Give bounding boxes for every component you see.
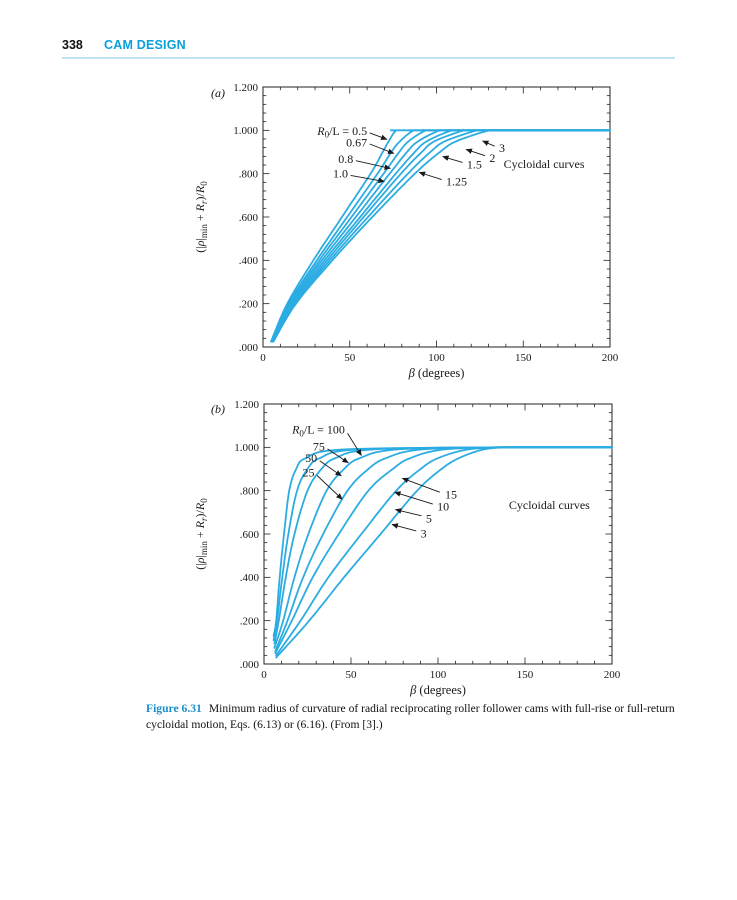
cycloidal-curves-note: Cycloidal curves [509,498,590,512]
annotation-arrow [394,508,422,517]
curve-label: 3 [421,527,427,541]
y-tick-label: .600 [240,529,260,541]
annotation-arrow [316,475,343,500]
annotation-arrow [319,460,342,477]
curve-label: 2 [489,151,495,165]
x-tick-label: 0 [261,669,267,681]
annotation-arrow [465,148,486,157]
y-tick-label: .800 [239,168,259,180]
y-tick-label: .200 [240,615,260,627]
curves [272,446,613,659]
annotations: R0/L = 0.50.67 0.81.0 32 1.51.25 [316,124,505,189]
curve-label: 75 [313,439,325,453]
curve-label: 3 [499,141,505,155]
curve-label: R0/L = 100 [291,423,345,439]
panel-label: (b) [211,402,225,416]
y-tick-label: .000 [240,659,260,671]
y-axis-title: (|ρ|min + Rr)/R0 [193,498,209,570]
curve-label: 1.25 [446,175,467,189]
x-tick-label: 150 [517,669,534,681]
curve-R0L-15 [274,446,613,652]
x-tick-label: 150 [515,352,532,364]
curve-label: 0.8 [338,152,353,166]
y-tick-label: 1.200 [234,399,259,411]
x-tick-label: 200 [604,669,621,681]
curve-R0L-1.25 [271,129,611,343]
curve-R0L-2 [272,129,611,343]
chapter-title: CAM DESIGN [104,38,186,52]
panel-label: (a) [211,86,225,100]
header-rule [62,57,675,59]
curves [270,129,611,343]
annotation-arrow [347,433,362,456]
annotation-arrow [401,477,440,493]
y-tick-label: .600 [239,212,259,224]
curve-label: 0.67 [346,135,367,149]
curve-label: 5 [426,511,432,525]
figure-caption-text: Minimum radius of curvature of radial re… [146,702,675,731]
y-tick-label: 1.000 [233,125,258,137]
curve-R0L-75 [272,446,613,642]
y-tick-label: .000 [239,342,259,354]
x-axis-title: β (degrees) [409,683,466,697]
x-tick-label: 200 [602,352,619,364]
x-axis-title: β (degrees) [408,366,465,380]
curve-R0L-100 [272,446,613,637]
chart-a-svg: 0 50 100 150 200 1.200 1.000 .800 .600 .400 .200 .0… [193,82,619,380]
y-tick-label: 1.000 [234,442,259,454]
curve-R0L-0.5 [270,129,611,343]
figure-caption: Figure 6.31 Minimum radius of curvature o… [146,701,686,732]
curve-R0L-1.5 [271,129,611,343]
chart-b-svg: 0 50 100 150 200 1.200 1.000 .800 .600 .400 .200 .0… [193,399,621,697]
annotation-arrow [418,171,442,180]
x-tick-label: 100 [428,352,445,364]
curve-R0L-50 [273,446,613,645]
curve-label: R0/L = 0.5 [316,124,367,140]
annotation-arrow [369,143,395,154]
chart-b-minimum-radius-full-rise: 0 50 100 150 200 1.200 1.000 .800 .600 .400 .200 .0… [180,395,650,705]
curve-R0L-1.0 [271,129,611,343]
curve-R0L-0.67 [270,129,611,343]
plot-box [262,86,611,348]
annotation-arrow [350,174,385,184]
axis-ticks [263,403,613,665]
x-tick-label: 50 [344,352,356,364]
y-tick-label: .400 [239,255,259,267]
curve-label: 1.5 [467,158,482,172]
annotation-arrow [369,132,388,140]
y-tick-label: .400 [240,572,260,584]
y-tick-label: .200 [239,298,259,310]
page-number: 338 [62,38,83,52]
curve-label: 25 [302,465,314,479]
annotation-arrow [355,160,391,170]
annotation-arrow [394,491,433,505]
curve-R0L-0.8 [270,129,611,343]
annotation-arrow [391,523,417,532]
x-tick-label: 50 [346,669,358,681]
y-axis-title: (|ρ|min + Rr)/R0 [193,181,209,253]
x-tick-label: 0 [260,352,266,364]
annotation-arrow [327,448,349,464]
running-header: 338 CAM DESIGN [62,38,675,52]
curve-R0L-3 [275,446,613,659]
curve-R0L-10 [274,446,613,655]
curve-label: 10 [437,500,449,514]
x-tick-label: 100 [430,669,447,681]
curve-label: 15 [445,488,457,502]
axis-ticks [262,86,611,348]
y-tick-label: .800 [240,485,260,497]
curve-R0L-25 [273,446,613,649]
curve-R0L-3 [272,129,611,343]
curve-label: 50 [305,451,317,465]
y-tick-label: 1.200 [233,82,258,94]
annotation-arrow [482,140,495,147]
chart-a-minimum-radius-full-rise: 0 50 100 150 200 1.200 1.000 .800 .600 .400 .200 .0… [180,78,650,380]
figure-caption-label: Figure 6.31 [146,702,202,715]
annotation-arrow [442,155,463,163]
cycloidal-curves-note: Cycloidal curves [504,157,585,171]
curve-label: 1.0 [333,167,348,181]
curve-R0L-5 [275,446,613,657]
